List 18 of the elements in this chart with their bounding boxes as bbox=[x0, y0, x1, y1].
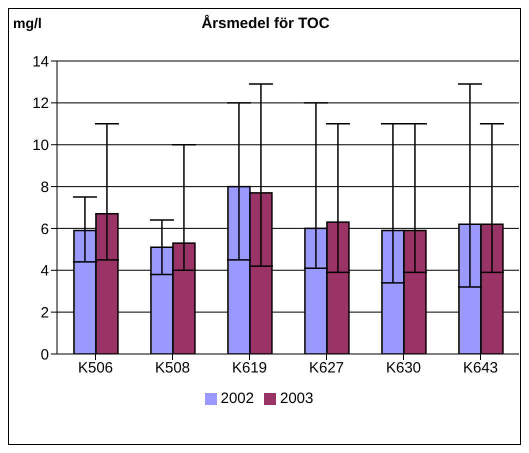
x-tick-label: K508 bbox=[154, 360, 190, 377]
legend-label: 2003 bbox=[280, 390, 314, 407]
chart-title: Årsmedel för TOC bbox=[201, 15, 330, 32]
y-tick-label: 0 bbox=[40, 346, 49, 364]
x-tick-label: K643 bbox=[462, 360, 498, 377]
y-tick-label: 12 bbox=[32, 95, 49, 112]
x-tick-label: K619 bbox=[232, 360, 268, 377]
y-tick-label: 14 bbox=[32, 53, 49, 70]
x-tick-label: K506 bbox=[78, 360, 114, 377]
y-tick-label: 6 bbox=[40, 220, 49, 238]
y-tick-label: 8 bbox=[40, 178, 49, 196]
y-tick-label: 2 bbox=[40, 304, 49, 322]
x-tick-label: K630 bbox=[386, 360, 422, 377]
legend-label: 2002 bbox=[220, 390, 254, 407]
y-axis-title: mg/l bbox=[13, 15, 42, 31]
y-tick-label: 10 bbox=[32, 137, 49, 154]
y-tick-label: 4 bbox=[40, 262, 49, 280]
x-tick-label: K627 bbox=[308, 360, 344, 377]
